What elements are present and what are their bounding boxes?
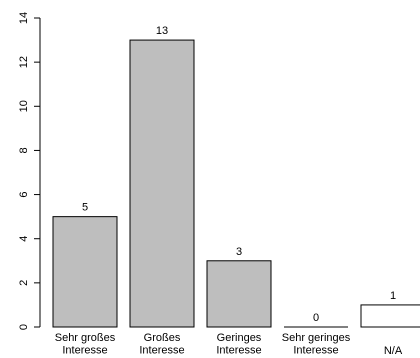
- data-label: 13: [156, 25, 168, 37]
- category-label: Sehr großes: [55, 332, 116, 344]
- bars: [52, 39, 420, 328]
- y-tick-label: 4: [18, 236, 30, 242]
- data-label: 0: [313, 312, 319, 324]
- y-tick-label: 12: [18, 56, 30, 68]
- category-label: Geringes: [217, 332, 262, 344]
- category-labels: Sehr großesInteresseGroßesInteresseGerin…: [55, 332, 403, 357]
- y-axis-ticks: 0 2 4 6 8 10 12 14: [18, 12, 40, 330]
- y-tick-label: 8: [18, 147, 30, 153]
- y-tick-label: 2: [18, 280, 30, 286]
- y-tick-label: 10: [18, 100, 30, 112]
- data-label: 5: [82, 202, 88, 214]
- data-labels: 5 13 3 0 1: [82, 25, 396, 324]
- y-tick-label: 6: [18, 192, 30, 198]
- category-label: Interesse: [139, 345, 184, 357]
- category-label: Interesse: [293, 345, 338, 357]
- category-label: Sehr geringes: [282, 332, 351, 344]
- category-label: Großes: [144, 332, 181, 344]
- bar: [360, 304, 420, 328]
- category-label: Interesse: [62, 345, 107, 357]
- y-tick-label: 14: [18, 12, 30, 24]
- bar: [52, 216, 118, 328]
- bar: [206, 260, 272, 328]
- bar: [129, 39, 195, 328]
- data-label: 3: [236, 246, 242, 258]
- data-label: 1: [390, 290, 396, 302]
- y-tick-label: 0: [18, 324, 30, 330]
- category-label: Interesse: [216, 345, 261, 357]
- category-label: N/A: [384, 345, 403, 357]
